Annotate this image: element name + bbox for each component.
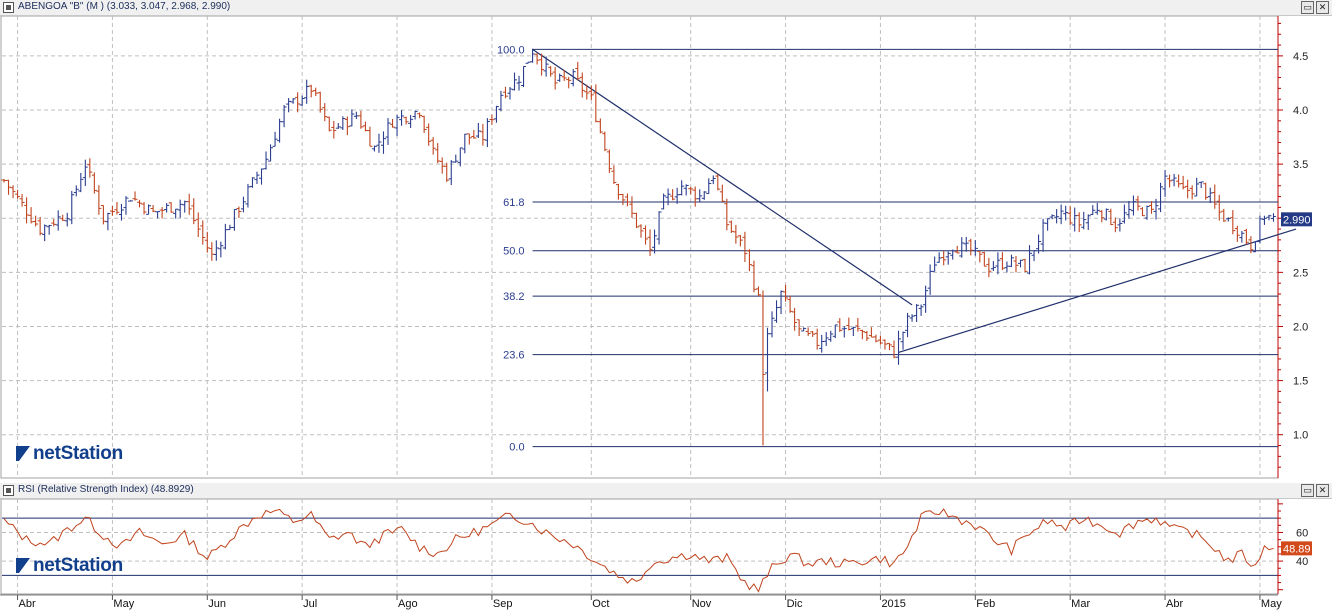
rsi-y-tick-label: 60: [1296, 527, 1308, 539]
x-axis-tick-label: Oct: [592, 598, 609, 610]
price-chart[interactable]: 1.01.52.02.53.03.54.04.5100.061.850.038.…: [0, 16, 1332, 482]
x-axis-tick-label: Feb: [976, 598, 995, 610]
rsi-series-line: [3, 508, 1274, 593]
rsi-y-tick-label: 40: [1296, 556, 1308, 568]
fib-level-label: 61.8: [503, 197, 524, 209]
close-icon[interactable]: ✕: [1316, 1, 1329, 14]
fib-level-label: 50.0: [503, 246, 524, 258]
last-price-label: 2.990: [1283, 214, 1311, 226]
rsi-last-value-badge: [1281, 541, 1312, 556]
netstation-logo: netStation: [16, 443, 123, 465]
rsi-close-icon[interactable]: ✕: [1316, 484, 1329, 497]
rsi-panel: RSI (Relative Strength Index) (48.8929) …: [0, 483, 1332, 610]
rsi-window-menu-icon[interactable]: [3, 485, 14, 496]
fib-level-label: 38.2: [503, 291, 524, 303]
rsi-restore-icon[interactable]: ▭: [1301, 484, 1314, 497]
x-axis-tick-label: Mar: [1071, 598, 1090, 610]
netstation-logo-rsi-text: netStation: [33, 555, 123, 576]
x-axis-tick-label: Ago: [398, 598, 418, 610]
trendline: [898, 228, 1297, 354]
x-axis-tick-label: Abr: [1166, 598, 1183, 610]
price-panel-titlebar: ABENGOA "B" (M ) (3.033, 3.047, 2.968, 2…: [0, 0, 1332, 16]
price-y-tick-label: 4.5: [1293, 51, 1308, 63]
price-plot-area: [0, 16, 1279, 479]
fib-level-label: 100.0: [497, 44, 525, 56]
rsi-chart[interactable]: 40 60 48.89 Abr May Jun Jul Ago Sep Oct Nov Dic 2015…: [0, 499, 1332, 610]
x-axis-tick-label: May: [1261, 598, 1282, 610]
fib-level-label: 23.6: [503, 350, 524, 362]
x-axis-tick-label: Jul: [303, 598, 317, 610]
x-axis-tick-label: Abr: [19, 598, 36, 610]
price-y-tick-label: 1.0: [1293, 430, 1308, 442]
restore-icon[interactable]: ▭: [1301, 1, 1314, 14]
price-y-tick-label: 3.5: [1293, 159, 1308, 171]
netstation-logo-rsi-mark-icon: [16, 558, 30, 573]
x-axis-tick-label: 2015: [881, 598, 905, 610]
window-menu-icon[interactable]: [3, 2, 14, 13]
netstation-logo-mark-icon: [16, 446, 30, 461]
rsi-plot-area: [0, 499, 1279, 595]
price-y-tick-label: 1.5: [1293, 376, 1308, 388]
price-panel: ABENGOA "B" (M ) (3.033, 3.047, 2.968, 2…: [0, 0, 1332, 482]
rsi-panel-title: RSI (Relative Strength Index) (48.8929): [18, 484, 194, 495]
price-y-tick-label: 4.0: [1293, 105, 1308, 117]
x-axis-tick-label: Nov: [692, 598, 712, 610]
fib-level-label: 0.0: [509, 442, 524, 454]
price-y-tick-label: 2.5: [1293, 267, 1308, 279]
last-price-badge: [1281, 212, 1312, 227]
x-axis-tick-label: Dic: [787, 598, 803, 610]
x-axis-tick-label: Sep: [493, 598, 513, 610]
x-axis-tick-label: Jun: [208, 598, 226, 610]
x-axis-strip: [0, 595, 1332, 610]
rsi-last-value-label: 48.89: [1283, 543, 1311, 555]
netstation-logo-rsi: netStation: [16, 555, 123, 577]
price-panel-title: ABENGOA "B" (M ) (3.033, 3.047, 2.968, 2…: [18, 1, 231, 12]
netstation-logo-text: netStation: [33, 443, 123, 464]
rsi-panel-titlebar: RSI (Relative Strength Index) (48.8929) …: [0, 483, 1332, 499]
price-y-tick-label: 2.0: [1293, 321, 1308, 333]
x-axis-tick-label: May: [113, 598, 134, 610]
